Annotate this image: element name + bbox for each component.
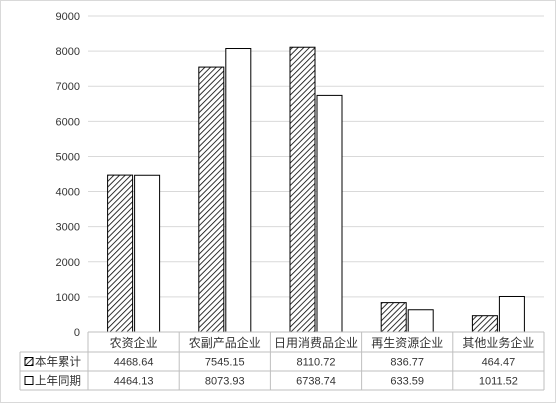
- x-tick-label: 再生资源企业: [371, 335, 443, 350]
- data-label: 6738.74: [296, 376, 336, 388]
- x-tick-label: 其他业务企业: [462, 335, 534, 350]
- data-label: 4464.13: [114, 376, 154, 388]
- data-label: 8110.72: [297, 357, 336, 369]
- data-label: 8073.93: [205, 376, 245, 388]
- data-label: 4468.64: [114, 357, 154, 369]
- y-tick-label: 3000: [56, 222, 80, 234]
- data-label: 464.47: [482, 357, 516, 369]
- bar-previous-year: [225, 48, 252, 333]
- bar-current-year: [380, 302, 407, 333]
- legend-key: [24, 357, 34, 366]
- bar-previous-year: [407, 309, 434, 333]
- data-label: 633.59: [390, 376, 424, 388]
- data-label: 7545.15: [205, 357, 245, 369]
- y-tick-label: 6000: [56, 116, 80, 128]
- data-label: 836.77: [390, 357, 424, 369]
- y-tick-label: 7000: [56, 81, 80, 93]
- x-tick-label: 农资企业: [110, 335, 158, 350]
- bar-previous-year: [498, 295, 525, 333]
- y-tick-label: 8000: [56, 46, 80, 58]
- bar-current-year: [198, 66, 225, 333]
- bar-current-year: [107, 174, 134, 333]
- legend-label: 上年同期: [35, 374, 81, 388]
- y-tick-label: 4000: [56, 187, 80, 199]
- x-tick-label: 农副产品企业: [189, 335, 261, 350]
- x-tick-label: 日用消费品企业: [274, 335, 358, 350]
- bar-current-year: [471, 315, 498, 333]
- legend-label: 本年累计: [35, 355, 81, 369]
- y-tick-label: 2000: [56, 257, 80, 269]
- y-tick-label: 5000: [56, 151, 80, 163]
- data-label: 1011.52: [479, 376, 518, 388]
- bar-previous-year: [134, 174, 161, 333]
- bar-previous-year: [316, 94, 343, 333]
- legend-key: [24, 376, 34, 385]
- y-tick-label: 1000: [56, 292, 80, 304]
- bar-current-year: [289, 46, 316, 333]
- y-tick-label: 0: [74, 327, 80, 339]
- y-tick-label: 9000: [56, 11, 80, 23]
